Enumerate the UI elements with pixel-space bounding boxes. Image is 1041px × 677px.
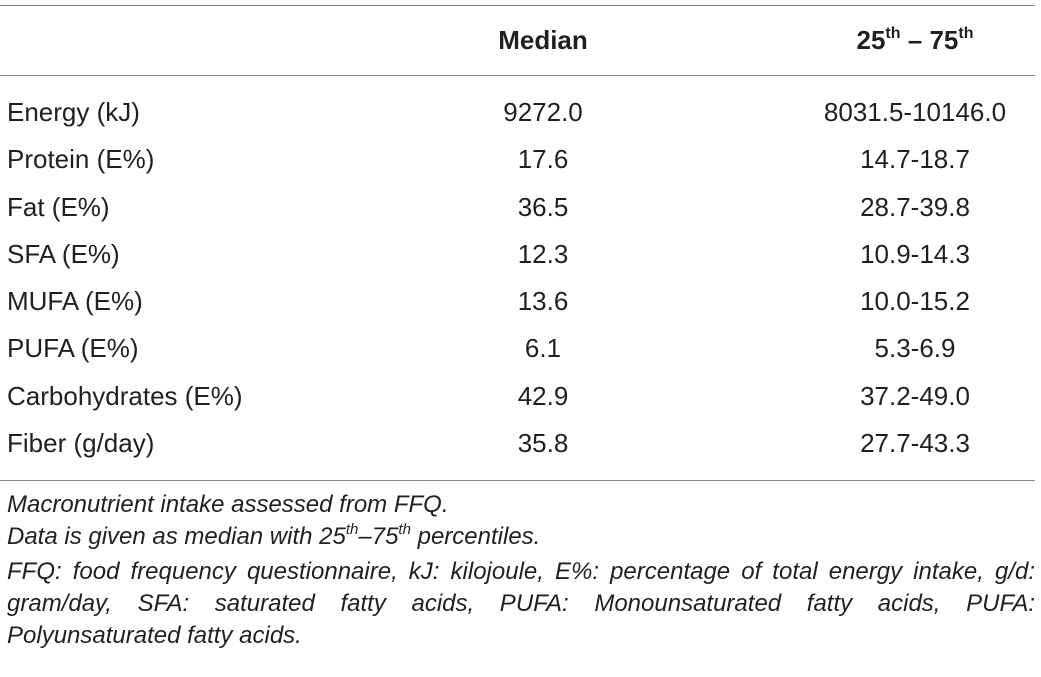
table-top-rule [0, 5, 1035, 6]
header-range-low-sup: th [885, 25, 901, 42]
row-label: Energy (kJ) [7, 97, 140, 127]
row-range: 27.7-43.3 [860, 428, 970, 459]
table-row: MUFA (E%) 13.6 10.0-15.2 [0, 278, 1041, 325]
header-range-sep: – [900, 25, 930, 55]
row-median: 13.6 [517, 286, 569, 317]
row-median: 36.5 [517, 191, 569, 222]
header-range-high-sup: th [958, 25, 974, 42]
row-median: 17.6 [517, 144, 569, 175]
row-label: MUFA (E%) [7, 286, 143, 317]
table-row: Fiber (g/day) 35.8 27.7-43.3 [0, 420, 1041, 467]
footnote-data-format: Data is given as median with 25th–75th p… [7, 521, 1035, 556]
footnote-data-format-mid: –75 [358, 523, 399, 550]
row-range: 10.9-14.3 [860, 238, 970, 269]
header-median: Median [498, 25, 588, 55]
row-label: Fiber (g/day) [7, 428, 155, 459]
row-range: 14.7-18.7 [860, 144, 970, 175]
row-median: 6.1 [524, 333, 562, 364]
row-range: 5.3-6.9 [874, 333, 956, 364]
row-range: 28.7-39.8 [860, 191, 970, 222]
footnote-sup-2: th [398, 521, 411, 538]
row-median: 12.3 [517, 238, 569, 269]
table-bottom-rule [0, 480, 1035, 481]
table-row: PUFA (E%) 6.1 5.3-6.9 [0, 325, 1041, 372]
footnote-abbreviations: FFQ: food frequency questionnaire, kJ: k… [7, 558, 1035, 649]
row-median: 9272.0 [503, 97, 583, 127]
table-row: Energy (kJ) 9272.0 8031.5-10146.0 [0, 89, 1041, 136]
row-label: Carbohydrates (E%) [7, 380, 243, 411]
row-range: 37.2-49.0 [860, 380, 970, 411]
table-row: SFA (E%) 12.3 10.9-14.3 [0, 231, 1041, 278]
footnote-source: Macronutrient intake assessed from FFQ. [7, 491, 449, 518]
header-range-low: 25 [856, 25, 886, 55]
row-median: 35.8 [517, 428, 569, 459]
table-footnotes: Macronutrient intake assessed from FFQ. … [7, 489, 1035, 652]
table-body: Energy (kJ) 9272.0 8031.5-10146.0 Protei… [0, 89, 1041, 467]
row-label: PUFA (E%) [7, 333, 139, 364]
row-range: 10.0-15.2 [860, 286, 970, 317]
table-row: Fat (E%) 36.5 28.7-39.8 [0, 184, 1041, 231]
row-label: SFA (E%) [7, 238, 120, 269]
table-row: Carbohydrates (E%) 42.9 37.2-49.0 [0, 373, 1041, 420]
row-range: 8031.5-10146.0 [823, 97, 1007, 127]
header-percentile-range: 25th – 75th [810, 24, 1020, 61]
table-row: Protein (E%) 17.6 14.7-18.7 [0, 136, 1041, 183]
row-median: 42.9 [517, 380, 569, 411]
row-label: Fat (E%) [7, 191, 110, 222]
header-range-high: 75 [929, 25, 959, 55]
row-label: Protein (E%) [7, 144, 155, 175]
footnote-sup-1: th [345, 521, 359, 538]
table-header-rule [0, 75, 1035, 76]
footnote-data-format-pre: Data is given as median with 25 [7, 523, 346, 550]
footnote-data-format-post: percentiles. [410, 523, 541, 550]
